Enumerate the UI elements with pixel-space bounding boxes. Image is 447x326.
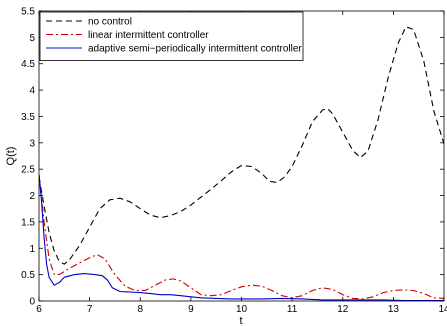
y-tick-label: 5: [29, 33, 35, 44]
x-tick-label: 6: [36, 304, 42, 315]
x-tick-label: 10: [236, 304, 248, 315]
y-tick-label: 2: [29, 191, 35, 202]
y-tick-label: 3.5: [21, 112, 35, 123]
x-tick-label: 7: [87, 304, 93, 315]
y-tick-label: 4: [29, 86, 35, 97]
legend-label: linear intermittent controller: [88, 30, 209, 41]
series-line-3: [39, 174, 444, 301]
x-tick-label: 14: [438, 304, 447, 315]
y-tick-label: 5.5: [21, 7, 35, 18]
series-layer: [39, 26, 444, 301]
x-tick-label: 8: [137, 304, 143, 315]
y-tick-label: 1.5: [21, 217, 35, 228]
y-axis-label: Q(t): [5, 147, 17, 166]
y-tick-label: 1: [29, 244, 35, 255]
y-tick-label: 3: [29, 138, 35, 149]
x-tick-label: 13: [388, 304, 400, 315]
series-line-2: [39, 174, 444, 300]
y-tick-label: 2.5: [21, 165, 35, 176]
y-tick-label: 4.5: [21, 59, 35, 70]
x-tick-label: 12: [337, 304, 349, 315]
legend-label: no control: [88, 17, 132, 28]
y-axis: 0 0.5 1 1.5 2 2.5 3 3.5 4 4.5 5 5.5: [21, 7, 444, 308]
legend: no control linear intermittent controller…: [39, 11, 304, 61]
x-tick-label: 11: [287, 304, 298, 315]
y-tick-label: 0: [29, 297, 35, 308]
x-axis-label: t: [239, 315, 242, 326]
legend-box: [39, 11, 304, 61]
x-tick-label: 9: [188, 304, 194, 315]
y-tick-label: 0.5: [21, 270, 35, 281]
series-line-1: [39, 26, 444, 265]
legend-label: adaptive semi−periodically intermittent …: [88, 44, 302, 55]
